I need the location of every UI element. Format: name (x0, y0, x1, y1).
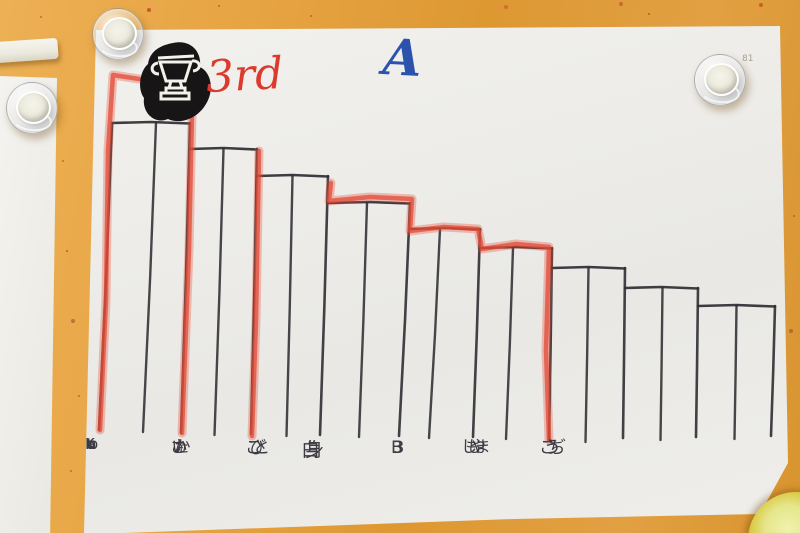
faint-mark: 81 (742, 54, 754, 64)
bar-top-4 (326, 200, 412, 205)
bar-label-char: か (174, 437, 191, 456)
bar-mid-line-6 (504, 246, 515, 441)
bar-label-char: こ (539, 438, 556, 458)
bar-label-char: B (391, 438, 403, 458)
bar-label-char: t (86, 435, 93, 453)
bar-label-char: 3 (393, 438, 405, 458)
bar-edge-7 (621, 266, 627, 440)
bar-label-char: い (171, 437, 188, 456)
bar-edge-3 (318, 174, 330, 437)
pushpin-cap (102, 17, 137, 50)
bar-label-char: K (85, 435, 95, 453)
bar-label-char: o (89, 435, 99, 453)
red-marker-1 (97, 72, 142, 433)
ranking-chart-paper (84, 26, 788, 533)
bar-label-char: も (465, 437, 482, 456)
bar-mid-line-1 (141, 121, 158, 434)
bar-mid-line-4 (357, 201, 369, 439)
bar-mid-line-3 (285, 174, 294, 438)
bar-mid-line-2 (213, 147, 225, 437)
bar-mid-line-8 (659, 286, 664, 442)
red-marker-4 (326, 180, 552, 443)
bar-label-char: た (173, 437, 190, 456)
bar-label-char: う (544, 438, 561, 458)
bar-mid-line-7 (584, 266, 590, 444)
bar-label-char: ぢ (549, 438, 566, 458)
pushpin-icon (92, 8, 144, 60)
pushpin-icon (694, 54, 746, 106)
red-marker-2 (179, 111, 195, 436)
blank-paper-left (0, 76, 57, 533)
bar-label-char: び (249, 438, 266, 458)
bar-label-char: こ (245, 438, 262, 458)
pushpin-cap (16, 91, 51, 124)
pushpin-icon (6, 82, 58, 134)
bar-mid-line-9 (733, 304, 738, 441)
bar-label-char: 身 (305, 439, 325, 461)
bar-edge-9 (769, 304, 777, 438)
pushpin-cap (704, 63, 739, 96)
bar-mid-line-5 (427, 227, 442, 440)
bar-label-char: r (88, 435, 95, 453)
bar-edge-4 (397, 201, 412, 438)
bar-label-char: 白 (301, 439, 321, 461)
bar-label-char: と (253, 438, 270, 458)
trophy-glyph (150, 54, 201, 101)
bar-label-char: o (85, 435, 95, 453)
red-marker-3 (249, 148, 262, 439)
bar-top-1 (110, 120, 192, 125)
bar-label-char: ま (474, 437, 491, 456)
bar-edge-5 (471, 227, 482, 439)
bar-label-char: a (87, 435, 97, 453)
bar-label-char: や (470, 437, 487, 456)
bar-label-char: さ (170, 437, 187, 456)
bar-edge-8 (694, 286, 700, 439)
bar-label-char: し (461, 437, 478, 456)
bar-top-8 (623, 285, 700, 290)
trophy-stamp-icon (140, 42, 211, 122)
